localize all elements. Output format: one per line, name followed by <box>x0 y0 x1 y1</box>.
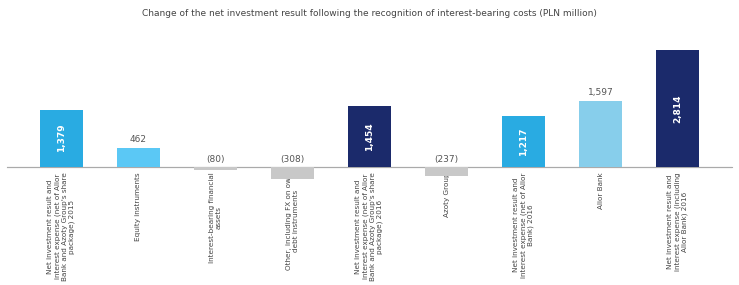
Bar <box>426 167 468 176</box>
Text: 2,814: 2,814 <box>673 94 682 123</box>
Text: (308): (308) <box>280 155 304 164</box>
Text: (237): (237) <box>435 155 459 164</box>
Bar <box>656 50 698 167</box>
Text: 1,379: 1,379 <box>57 124 66 152</box>
Text: Change of the net investment result following the recognition of interest-bearin: Change of the net investment result foll… <box>142 9 597 18</box>
Bar <box>271 167 313 179</box>
Text: 1,217: 1,217 <box>519 127 528 156</box>
Bar <box>348 107 391 167</box>
Bar <box>194 167 236 170</box>
Bar <box>118 148 160 167</box>
Bar <box>579 101 621 167</box>
Bar <box>41 109 83 167</box>
Text: (80): (80) <box>206 155 225 164</box>
Text: 1,454: 1,454 <box>365 122 374 151</box>
Text: 1,597: 1,597 <box>588 88 613 97</box>
Bar <box>503 116 545 167</box>
Text: 462: 462 <box>130 135 147 144</box>
